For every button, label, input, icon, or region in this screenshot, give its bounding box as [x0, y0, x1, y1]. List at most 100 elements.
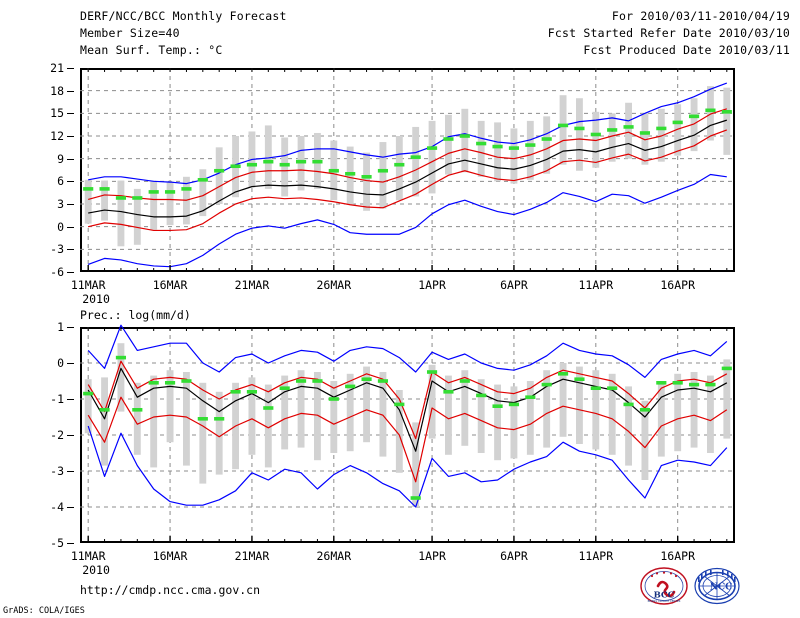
ensemble-range-bar: [264, 125, 272, 189]
ensemble-range-bar: [608, 373, 616, 455]
series-line: [87, 367, 728, 452]
grads-credit: GrADS: COLA/IGES: [3, 606, 85, 616]
ensemble-range-bar: [412, 422, 420, 507]
logo-group: BCC BEIJING CLIMATE CENTER: [640, 567, 745, 605]
x-tick-label: 6APR: [500, 278, 528, 292]
ensemble-range-bar: [117, 343, 125, 412]
x-tick-label: 1APR: [418, 549, 446, 563]
ensemble-range-bar: [690, 98, 698, 152]
y-tick-label: 15: [50, 106, 64, 121]
observed-marker: [557, 123, 569, 128]
ensemble-range-bar: [657, 108, 665, 162]
observed-marker: [394, 162, 405, 167]
y-tick-label: -4: [50, 500, 64, 514]
y-tick-label: 18: [50, 83, 64, 98]
ensemble-range-bar: [559, 363, 567, 437]
observed-marker: [426, 370, 438, 374]
y-tick-label: -2: [50, 428, 64, 442]
observed-marker: [705, 382, 716, 387]
observed-marker: [443, 137, 454, 141]
y-tick-mark: [67, 226, 74, 228]
observed-marker: [607, 128, 618, 132]
temperature-x-axis: 11MAR 16MAR 21MAR 26MAR 1APR 6APR 11APR 16APR 20…: [0, 276, 800, 310]
fcst-started-refer-date: Fcst Started Refer Date 2010/03/10: [547, 26, 790, 40]
observed-marker: [263, 406, 274, 410]
ensemble-range-bar: [461, 370, 469, 446]
ensemble-range-bar: [625, 386, 633, 466]
observed-marker: [279, 162, 290, 167]
observed-marker: [279, 386, 290, 390]
temperature-plot-area: [80, 68, 735, 272]
ensemble-range-bar: [346, 373, 354, 452]
precipitation-y-axis: -5 -4 -3 -2 -1 0 1: [0, 320, 74, 550]
ensemble-range-bar: [150, 181, 158, 230]
series-line: [87, 425, 728, 508]
ensemble-range-bar: [133, 188, 141, 245]
ensemble-range-bar: [248, 377, 256, 455]
ensemble-range-bar: [526, 120, 534, 180]
observed-marker: [623, 125, 634, 129]
precipitation-x-axis: 11MAR 16MAR 21MAR 26MAR 1APR 6APR 11APR 16APR 20…: [0, 547, 800, 581]
ensemble-range-bar: [543, 370, 551, 448]
precipitation-title: Prec.: log(mm/d): [80, 308, 191, 322]
y-tick-mark: [67, 272, 74, 273]
series-line: [88, 82, 728, 185]
observed-marker: [394, 402, 405, 407]
ensemble-range-bar: [363, 152, 371, 211]
observed-marker: [164, 381, 176, 385]
observed-marker: [721, 110, 732, 114]
observed-marker: [721, 366, 732, 371]
observed-marker: [181, 379, 192, 383]
observed-marker: [312, 159, 323, 164]
ensemble-range-bar: [346, 146, 354, 205]
observed-marker: [83, 391, 94, 396]
ensemble-range-bar: [379, 372, 387, 457]
observed-marker: [410, 496, 421, 500]
ensemble-range-bar: [494, 384, 502, 461]
ensemble-range-bar: [723, 87, 731, 155]
observed-marker: [214, 168, 225, 173]
ensemble-range-bar: [608, 113, 616, 162]
ensemble-range-bar: [674, 373, 682, 452]
ensemble-range-bar: [101, 377, 109, 466]
ensemble-range-bar: [215, 147, 223, 204]
observed-marker: [132, 196, 143, 200]
ensemble-range-bar: [281, 375, 289, 450]
ensemble-range-bar: [690, 372, 698, 448]
ensemble-range-bar: [706, 86, 714, 141]
ensemble-range-bar: [543, 116, 551, 174]
observed-marker: [672, 381, 683, 385]
y-tick-label: 0: [57, 356, 64, 370]
ensemble-range-bar: [510, 128, 518, 184]
ensemble-range-bar: [526, 381, 534, 455]
observed-marker: [361, 175, 372, 179]
observed-marker: [607, 386, 618, 390]
y-tick-label: 21: [50, 61, 64, 75]
ensemble-range-bar: [150, 375, 158, 468]
observed-marker: [377, 168, 389, 173]
ensemble-range-bar: [428, 120, 436, 194]
ensemble-range-bar: [330, 381, 338, 453]
observed-marker: [574, 377, 585, 381]
ensemble-range-bar: [510, 386, 518, 459]
ensemble-range-bar: [674, 104, 682, 156]
series-line: [88, 129, 728, 232]
y-tick-label: 12: [50, 129, 64, 143]
ncc-logo-icon: NCC: [693, 567, 741, 605]
observed-marker: [426, 146, 438, 150]
observed-marker: [525, 143, 536, 147]
ensemble-range-bar: [101, 180, 109, 221]
series-line: [87, 173, 727, 268]
series-line: [88, 119, 727, 218]
observed-marker: [132, 408, 143, 412]
ensemble-range-bar: [494, 122, 502, 182]
y-tick-mark: [67, 399, 74, 400]
source-url[interactable]: http://cmdp.ncc.cma.gov.cn: [80, 583, 261, 597]
observed-marker: [541, 382, 552, 387]
x-tick-label: 1APR: [418, 278, 446, 292]
ensemble-range-bar: [657, 381, 665, 457]
ensemble-range-bar: [477, 120, 485, 177]
x-tick-label: 21MAR: [234, 278, 270, 292]
ensemble-range-bar: [395, 390, 403, 473]
